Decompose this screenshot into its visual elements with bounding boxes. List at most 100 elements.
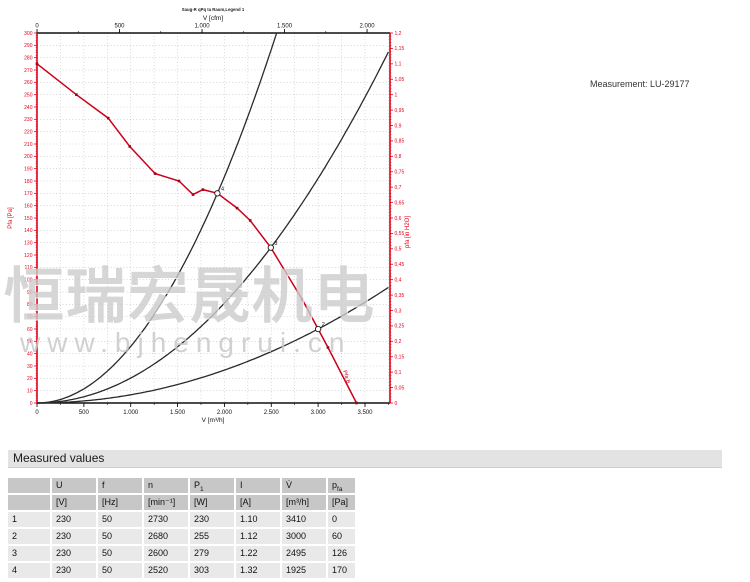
svg-text:0,3: 0,3: [395, 308, 402, 314]
svg-text:90: 90: [27, 290, 33, 296]
table-cell: 3410: [282, 512, 326, 527]
svg-text:280: 280: [24, 55, 33, 61]
unit-header-current: [A]: [236, 495, 280, 510]
svg-text:2.500: 2.500: [264, 410, 280, 416]
svg-text:100: 100: [24, 277, 33, 283]
svg-text:80: 80: [27, 302, 33, 308]
svg-text:Saug-R qPq ta Raum,Legend 1: Saug-R qPq ta Raum,Legend 1: [182, 7, 245, 12]
svg-text:Pfa B: Pfa B: [341, 370, 351, 385]
col-header-current: I: [236, 478, 280, 493]
svg-text:140: 140: [24, 228, 33, 234]
svg-text:1,05: 1,05: [395, 77, 405, 83]
svg-text:3: 3: [274, 241, 277, 247]
table-cell: 50: [98, 546, 142, 561]
table-cell: 0: [328, 512, 355, 527]
fan-performance-chart: 0 10 20 30 40 50 60 70 80 90 100 110 120 130 140 150 160…: [0, 0, 440, 445]
table-cell: 279: [190, 546, 234, 561]
svg-text:300: 300: [24, 31, 33, 37]
svg-text:3.000: 3.000: [311, 410, 327, 416]
svg-text:170: 170: [24, 191, 33, 197]
svg-text:0: 0: [35, 24, 39, 30]
col-header-pressure: pfa: [328, 478, 355, 493]
svg-text:pfa [in H2O]: pfa [in H2O]: [405, 216, 411, 248]
svg-text:2.000: 2.000: [360, 24, 376, 30]
table-cell: 2730: [144, 512, 188, 527]
col-header-power: P1: [190, 478, 234, 493]
svg-text:50: 50: [27, 339, 33, 345]
svg-text:0,2: 0,2: [395, 339, 402, 345]
table-cell: 50: [98, 563, 142, 578]
svg-text:1.500: 1.500: [170, 410, 186, 416]
row-number: 1: [8, 512, 50, 527]
svg-text:20: 20: [27, 376, 33, 382]
col-header-speed: n: [144, 478, 188, 493]
svg-text:60: 60: [27, 327, 33, 333]
svg-text:2: 2: [322, 322, 325, 328]
table-cell: 1.32: [236, 563, 280, 578]
row-number: 4: [8, 563, 50, 578]
svg-text:270: 270: [24, 68, 33, 74]
svg-text:1,1: 1,1: [395, 62, 402, 68]
svg-text:210: 210: [24, 142, 33, 148]
svg-text:0: 0: [35, 410, 39, 416]
svg-text:3.500: 3.500: [357, 410, 373, 416]
table-cell: 2680: [144, 529, 188, 544]
table-cell: 2520: [144, 563, 188, 578]
svg-text:230: 230: [24, 117, 33, 123]
unit-header-pressure: [Pa]: [328, 495, 355, 510]
table-cell: 230: [52, 529, 96, 544]
svg-text:0,05: 0,05: [395, 385, 405, 391]
svg-text:Pfa [Pa]: Pfa [Pa]: [8, 207, 14, 229]
svg-text:1.500: 1.500: [277, 24, 293, 30]
unit-header-blank: [8, 495, 50, 510]
svg-text:0,55: 0,55: [395, 231, 405, 237]
unit-header-speed: [min⁻¹]: [144, 495, 188, 510]
svg-text:290: 290: [24, 43, 33, 49]
table-cell: 3000: [282, 529, 326, 544]
svg-text:0: 0: [395, 401, 398, 407]
svg-text:500: 500: [79, 410, 90, 416]
svg-text:0,7: 0,7: [395, 185, 402, 191]
svg-text:1,2: 1,2: [395, 31, 402, 37]
svg-text:0,65: 0,65: [395, 200, 405, 206]
col-header-airflow: V̇: [282, 478, 326, 493]
measured-values-section: Measured values U f n P1 I V̇ pfa [V] [H…: [8, 450, 722, 578]
svg-text:160: 160: [24, 203, 33, 209]
svg-text:0,45: 0,45: [395, 262, 405, 268]
unit-header-voltage: [V]: [52, 495, 96, 510]
chart-canvas: 0102030405060708090100110120130140150160…: [8, 7, 411, 424]
svg-text:0,8: 0,8: [395, 154, 402, 160]
table-cell: 230: [52, 563, 96, 578]
svg-text:130: 130: [24, 240, 33, 246]
svg-text:0: 0: [30, 401, 33, 407]
svg-text:240: 240: [24, 105, 33, 111]
row-number: 3: [8, 546, 50, 561]
svg-text:1: 1: [395, 92, 398, 98]
unit-header-power: [W]: [190, 495, 234, 510]
svg-text:0,85: 0,85: [395, 139, 405, 145]
table-cell: 230: [190, 512, 234, 527]
table-cell: 1.22: [236, 546, 280, 561]
table-cell: 1925: [282, 563, 326, 578]
svg-text:0,5: 0,5: [395, 247, 402, 253]
svg-text:30: 30: [27, 364, 33, 370]
svg-text:220: 220: [24, 129, 33, 135]
svg-text:0,4: 0,4: [395, 277, 402, 283]
svg-text:70: 70: [27, 314, 33, 320]
table-cell: 230: [52, 546, 96, 561]
svg-text:4: 4: [221, 187, 224, 193]
table-cell: 170: [328, 563, 355, 578]
table-cell: 303: [190, 563, 234, 578]
svg-text:V [cfm]: V [cfm]: [203, 15, 223, 22]
svg-text:150: 150: [24, 216, 33, 222]
unit-header-frequency: [Hz]: [98, 495, 142, 510]
svg-text:0,1: 0,1: [395, 370, 402, 376]
svg-text:1.000: 1.000: [195, 24, 211, 30]
svg-text:110: 110: [25, 265, 33, 271]
svg-text:0,35: 0,35: [395, 293, 405, 299]
svg-text:0,25: 0,25: [395, 324, 405, 330]
table-cell: 1.12: [236, 529, 280, 544]
col-header-voltage: U: [52, 478, 96, 493]
svg-text:2.000: 2.000: [217, 410, 233, 416]
